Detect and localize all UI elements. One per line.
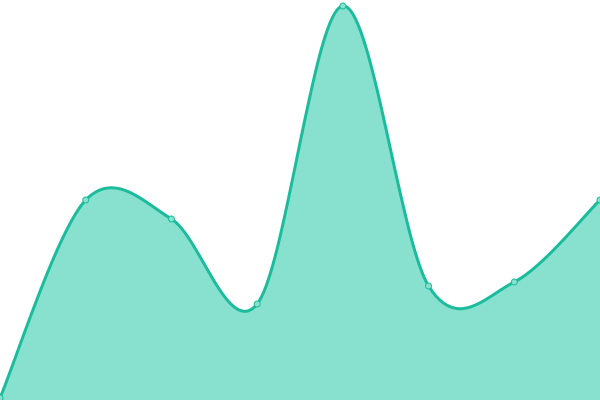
data-point	[510, 278, 518, 286]
data-point	[339, 2, 347, 10]
data-point	[425, 282, 433, 290]
data-point	[0, 394, 4, 400]
data-point	[82, 196, 90, 204]
series-line	[0, 4, 600, 399]
data-point	[596, 196, 600, 204]
data-point	[253, 300, 261, 308]
area-fill	[0, 5, 600, 400]
data-point	[167, 215, 175, 223]
